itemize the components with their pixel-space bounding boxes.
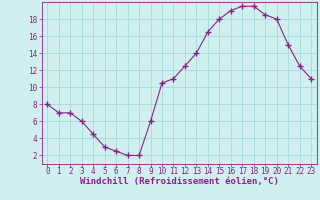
X-axis label: Windchill (Refroidissement éolien,°C): Windchill (Refroidissement éolien,°C) bbox=[80, 177, 279, 186]
